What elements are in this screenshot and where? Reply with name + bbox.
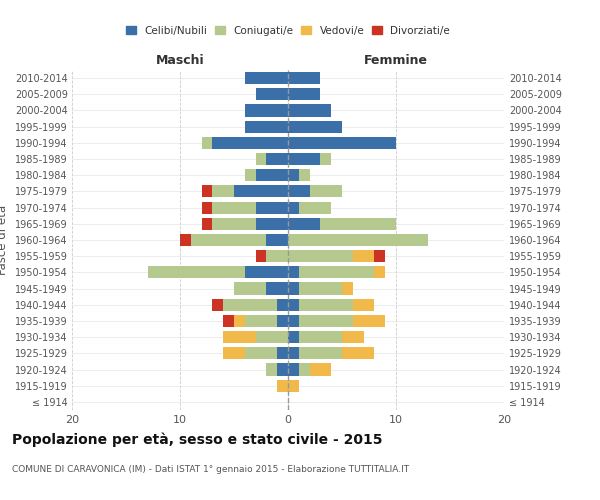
Bar [212, 137, 288, 149]
Bar [353, 298, 374, 311]
Bar [288, 266, 299, 278]
Bar [245, 104, 288, 117]
Bar [256, 331, 288, 343]
Bar [288, 88, 320, 101]
Bar [245, 315, 277, 327]
Bar [256, 169, 288, 181]
Bar [256, 202, 288, 213]
Bar [288, 364, 299, 376]
Bar [288, 72, 320, 84]
Bar [234, 282, 266, 294]
Bar [288, 380, 299, 392]
Bar [266, 282, 288, 294]
Bar [288, 202, 299, 213]
Bar [245, 266, 288, 278]
Bar [277, 364, 288, 376]
Bar [288, 234, 428, 246]
Bar [212, 186, 234, 198]
Text: COMUNE DI CARAVONICA (IM) - Dati ISTAT 1° gennaio 2015 - Elaborazione TUTTITALIA: COMUNE DI CARAVONICA (IM) - Dati ISTAT 1… [12, 465, 409, 474]
Bar [288, 120, 342, 132]
Bar [277, 348, 288, 360]
Bar [148, 266, 245, 278]
Bar [288, 104, 331, 117]
Bar [277, 298, 288, 311]
Bar [320, 218, 396, 230]
Bar [212, 298, 223, 311]
Bar [299, 282, 342, 294]
Bar [299, 202, 331, 213]
Bar [374, 250, 385, 262]
Bar [288, 137, 396, 149]
Bar [299, 348, 342, 360]
Bar [234, 315, 245, 327]
Bar [266, 250, 288, 262]
Bar [353, 250, 374, 262]
Bar [223, 331, 256, 343]
Bar [288, 186, 310, 198]
Bar [288, 250, 353, 262]
Bar [223, 315, 234, 327]
Bar [353, 315, 385, 327]
Bar [245, 169, 256, 181]
Bar [342, 331, 364, 343]
Bar [245, 120, 288, 132]
Bar [202, 218, 212, 230]
Bar [223, 348, 245, 360]
Bar [266, 234, 288, 246]
Bar [299, 364, 310, 376]
Bar [288, 331, 299, 343]
Bar [277, 380, 288, 392]
Bar [299, 315, 353, 327]
Bar [245, 348, 277, 360]
Bar [342, 282, 353, 294]
Bar [245, 72, 288, 84]
Bar [202, 186, 212, 198]
Bar [288, 315, 299, 327]
Bar [299, 298, 353, 311]
Bar [212, 218, 256, 230]
Bar [266, 364, 277, 376]
Bar [374, 266, 385, 278]
Text: Femmine: Femmine [364, 54, 428, 67]
Bar [310, 186, 342, 198]
Bar [310, 364, 331, 376]
Bar [202, 137, 212, 149]
Bar [288, 218, 320, 230]
Legend: Celibi/Nubili, Coniugati/e, Vedovi/e, Divorziati/e: Celibi/Nubili, Coniugati/e, Vedovi/e, Di… [124, 24, 452, 38]
Bar [212, 202, 256, 213]
Bar [288, 298, 299, 311]
Bar [266, 153, 288, 165]
Bar [288, 153, 320, 165]
Bar [299, 331, 342, 343]
Y-axis label: Fasce di età: Fasce di età [0, 205, 10, 275]
Bar [288, 348, 299, 360]
Bar [256, 88, 288, 101]
Bar [191, 234, 266, 246]
Text: Popolazione per età, sesso e stato civile - 2015: Popolazione per età, sesso e stato civil… [12, 432, 383, 447]
Bar [202, 202, 212, 213]
Bar [223, 298, 277, 311]
Bar [277, 315, 288, 327]
Text: Maschi: Maschi [155, 54, 205, 67]
Bar [288, 169, 299, 181]
Bar [299, 169, 310, 181]
Bar [234, 186, 288, 198]
Bar [256, 250, 266, 262]
Bar [256, 218, 288, 230]
Bar [320, 153, 331, 165]
Bar [180, 234, 191, 246]
Bar [299, 266, 374, 278]
Bar [342, 348, 374, 360]
Bar [256, 153, 266, 165]
Bar [288, 282, 299, 294]
